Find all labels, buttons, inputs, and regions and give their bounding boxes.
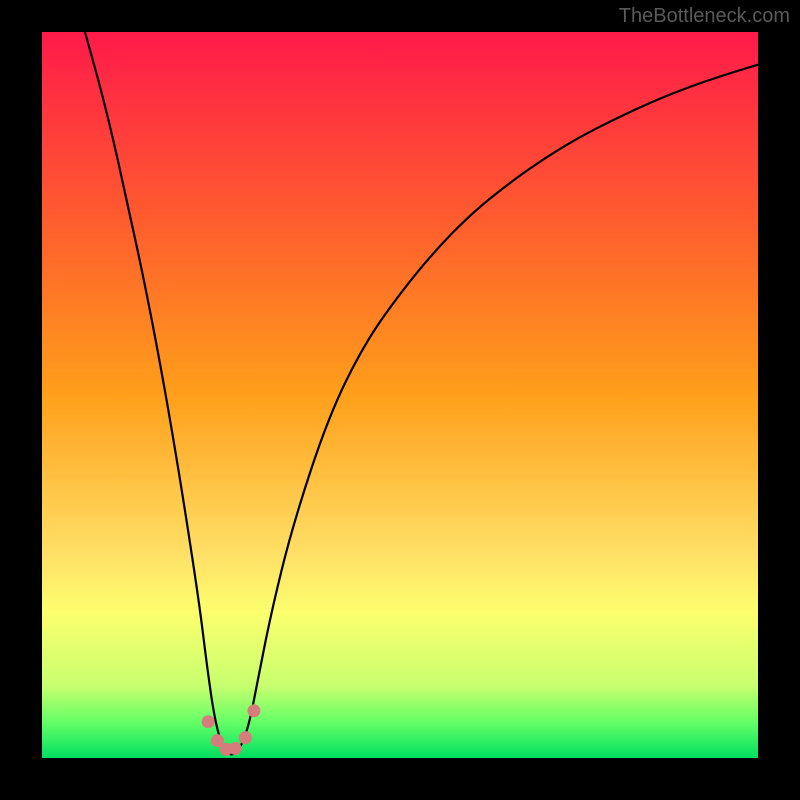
- bottleneck-curve: [85, 32, 758, 754]
- valley-marker: [202, 715, 215, 728]
- valley-markers: [202, 704, 261, 755]
- valley-marker: [229, 742, 242, 755]
- chart-container: TheBottleneck.com: [0, 0, 800, 800]
- curve-svg: [0, 0, 800, 800]
- valley-marker: [239, 731, 252, 744]
- valley-marker: [247, 704, 260, 717]
- watermark-text: TheBottleneck.com: [619, 5, 790, 28]
